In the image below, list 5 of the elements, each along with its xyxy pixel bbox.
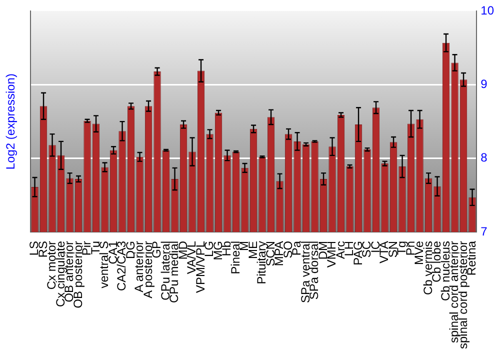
y-axis-title: Log2 (expression) [4, 74, 18, 170]
y-tick-label: 9 [480, 77, 488, 92]
y-tick-label: 10 [480, 4, 494, 18]
y-tick-label: 7 [480, 224, 488, 238]
y-tick-label: 8 [480, 150, 488, 165]
